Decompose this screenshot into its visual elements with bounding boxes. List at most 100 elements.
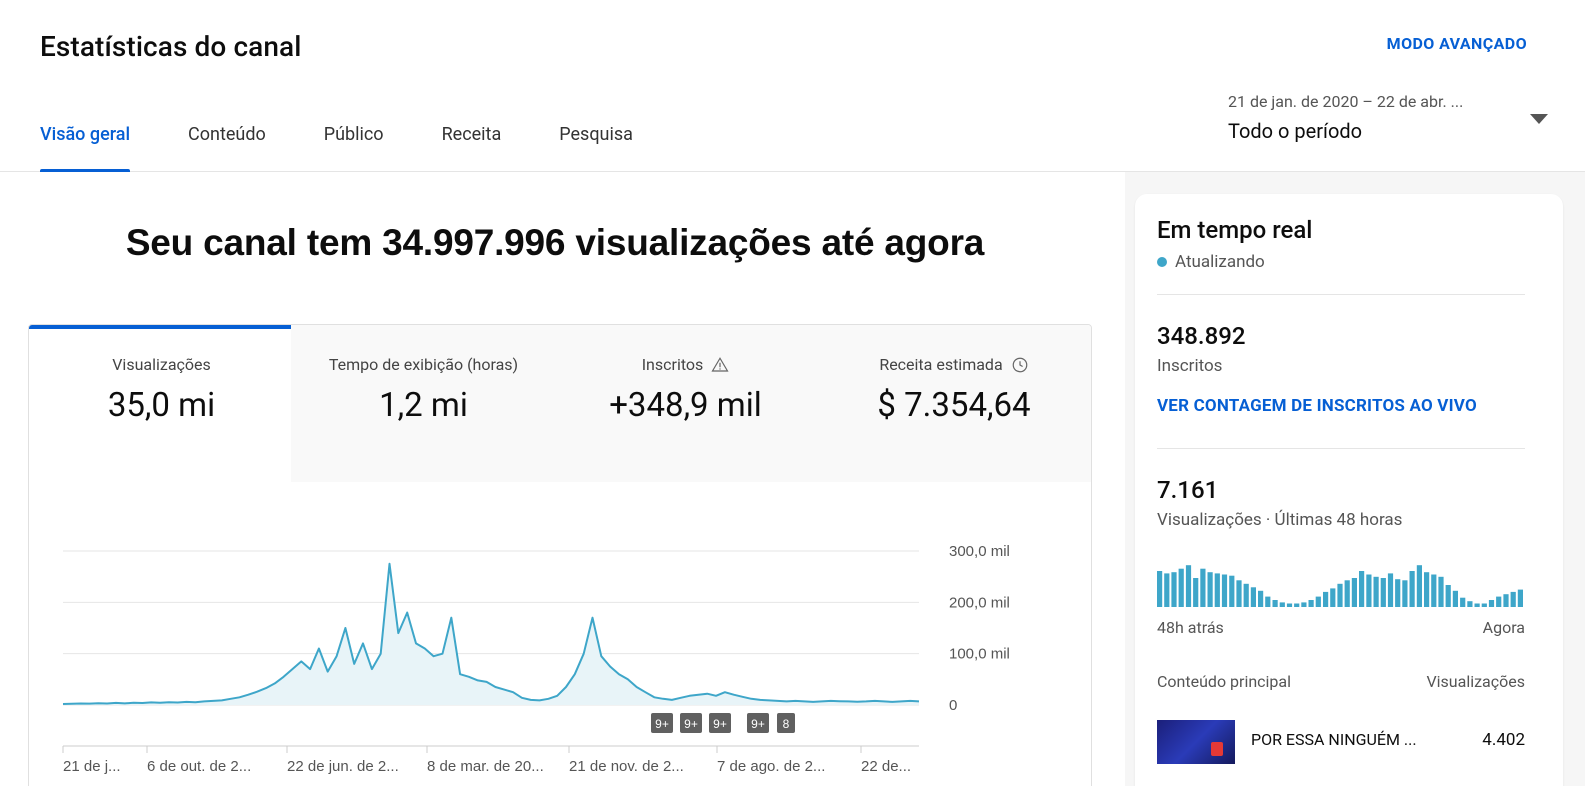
realtime-bar xyxy=(1395,579,1401,607)
realtime-bar xyxy=(1214,573,1220,607)
y-tick-label: 200,0 mil xyxy=(949,594,1010,611)
subscribers-count: 348.892 xyxy=(1157,322,1246,350)
realtime-bar xyxy=(1510,591,1516,607)
marker-label: 9+ xyxy=(655,717,669,731)
realtime-bar xyxy=(1344,580,1350,607)
realtime-bar xyxy=(1402,580,1408,607)
tab-content[interactable]: Conteúdo xyxy=(188,124,266,145)
metric-label: Tempo de exibição (horas) xyxy=(328,355,519,374)
realtime-bar xyxy=(1323,591,1329,607)
realtime-bar xyxy=(1431,574,1437,607)
realtime-bar xyxy=(1387,573,1394,607)
realtime-bar xyxy=(1207,572,1213,607)
metric-label: Inscritos xyxy=(641,355,704,374)
realtime-card: Em tempo real Atualizando 348.892 Inscri… xyxy=(1135,194,1563,786)
realtime-bar xyxy=(1337,583,1343,607)
video-title[interactable]: POR ESSA NINGUÉM ... xyxy=(1251,730,1417,749)
realtime-bar xyxy=(1229,575,1235,607)
period-range: 21 de jan. de 2020 – 22 de abr. ... xyxy=(1228,92,1464,111)
main-panel: Seu canal tem 34.997.996 visualizações a… xyxy=(0,172,1125,786)
realtime-panel: Em tempo real Atualizando 348.892 Inscri… xyxy=(1125,172,1585,786)
live-subscriber-count-link[interactable]: VER CONTAGEM DE INSCRITOS AO VIVO xyxy=(1157,396,1477,416)
divider xyxy=(1157,294,1525,295)
tab-overview[interactable]: Visão geral xyxy=(40,120,131,172)
metric-value: 35,0 mi xyxy=(107,386,216,425)
realtime-bar xyxy=(1351,578,1357,607)
realtime-bar xyxy=(1474,603,1480,607)
realtime-bar xyxy=(1294,603,1300,607)
headline: Seu canal tem 34.997.996 visualizações a… xyxy=(125,222,985,263)
realtime-bar xyxy=(1178,568,1184,607)
page-header: Estatísticas do canal MODO AVANÇADO Visã… xyxy=(0,0,1585,172)
realtime-bar xyxy=(1467,601,1473,607)
realtime-bar xyxy=(1279,602,1285,607)
metric-tab-subscribers[interactable]: Inscritos +348,9 mil xyxy=(553,325,819,482)
views-48h-count: 7.161 xyxy=(1157,476,1219,504)
realtime-bar xyxy=(1236,580,1242,607)
metric-value: $ 7.354,64 xyxy=(877,386,1031,425)
period-selector[interactable]: 21 de jan. de 2020 – 22 de abr. ... Todo… xyxy=(1228,92,1548,143)
realtime-bar xyxy=(1171,572,1177,607)
metric-tab-revenue[interactable]: Receita estimada $ 7.354,64 xyxy=(815,325,1091,482)
realtime-bar-chart[interactable] xyxy=(1157,549,1525,607)
metric-tab-watch-time[interactable]: Tempo de exibição (horas) 1,2 mi xyxy=(291,325,557,482)
realtime-bar xyxy=(1157,571,1163,607)
series-line xyxy=(62,562,920,705)
tab-bar: Visão geral Conteúdo Público Receita Pes… xyxy=(40,120,691,172)
realtime-bar xyxy=(1185,565,1192,607)
realtime-bar xyxy=(1445,585,1451,607)
y-tick-label: 100,0 mil xyxy=(949,646,1010,663)
metric-value: 1,2 mi xyxy=(379,386,468,425)
top-video-row[interactable]: POR ESSA NINGUÉM ... 4.402 xyxy=(1157,720,1525,766)
annotation-marker[interactable]: 8 xyxy=(777,713,795,733)
metric-tab-views[interactable]: Visualizações 35,0 mi xyxy=(29,325,295,482)
advanced-mode-button[interactable]: MODO AVANÇADO xyxy=(1386,34,1527,53)
annotation-marker[interactable]: 9+ xyxy=(680,713,702,733)
realtime-bar xyxy=(1380,578,1386,607)
top-content-metric-label: Visualizações xyxy=(1426,672,1525,691)
top-content-label: Conteúdo principal xyxy=(1157,672,1292,691)
realtime-bar xyxy=(1272,600,1278,607)
realtime-bar xyxy=(1265,596,1271,607)
subscribers-label: Inscritos xyxy=(1157,356,1223,376)
warning-icon xyxy=(711,356,729,372)
realtime-status: Atualizando xyxy=(1175,252,1265,272)
caret-down-icon xyxy=(1530,114,1548,124)
views-chart[interactable]: 300,0 mil 200,0 mil 100,0 mil 0 9+ 9+ 9+ 9+ 8 21 … xyxy=(29,485,1092,786)
video-thumbnail[interactable] xyxy=(1157,720,1235,764)
x-tick-label: 22 de... xyxy=(861,758,911,775)
realtime-bar xyxy=(1308,600,1314,607)
realtime-bar xyxy=(1250,587,1256,607)
realtime-bar xyxy=(1438,576,1444,607)
bars-end-label: Agora xyxy=(1482,618,1525,637)
marker-label: 9+ xyxy=(713,717,727,731)
realtime-bar xyxy=(1286,603,1293,607)
realtime-bar xyxy=(1221,574,1228,607)
metric-value: +348,9 mil xyxy=(609,386,762,425)
y-tick-label: 0 xyxy=(949,697,957,714)
live-dot-icon xyxy=(1157,257,1167,267)
realtime-bar xyxy=(1424,572,1430,607)
y-tick-label: 300,0 mil xyxy=(949,543,1010,560)
marker-label: 9+ xyxy=(684,717,698,731)
realtime-bar xyxy=(1481,603,1487,607)
realtime-bar xyxy=(1366,574,1372,607)
realtime-bar xyxy=(1503,594,1509,607)
realtime-bar xyxy=(1409,571,1415,607)
realtime-bar xyxy=(1193,578,1199,607)
realtime-bar xyxy=(1200,568,1206,607)
realtime-bar xyxy=(1359,571,1365,607)
realtime-bar xyxy=(1301,602,1307,607)
tab-revenue[interactable]: Receita xyxy=(441,124,502,145)
realtime-bar xyxy=(1330,588,1336,607)
tab-research[interactable]: Pesquisa xyxy=(559,124,633,145)
annotation-marker[interactable]: 9+ xyxy=(709,713,731,733)
annotation-marker[interactable]: 9+ xyxy=(747,713,769,733)
clock-icon xyxy=(1012,357,1028,372)
tab-audience[interactable]: Público xyxy=(323,124,384,145)
realtime-bar xyxy=(1416,565,1422,607)
annotation-marker[interactable]: 9+ xyxy=(651,713,673,733)
realtime-bar xyxy=(1517,589,1523,607)
views-48h-label: Visualizações · Últimas 48 horas xyxy=(1157,510,1403,530)
video-views: 4.402 xyxy=(1482,730,1525,750)
